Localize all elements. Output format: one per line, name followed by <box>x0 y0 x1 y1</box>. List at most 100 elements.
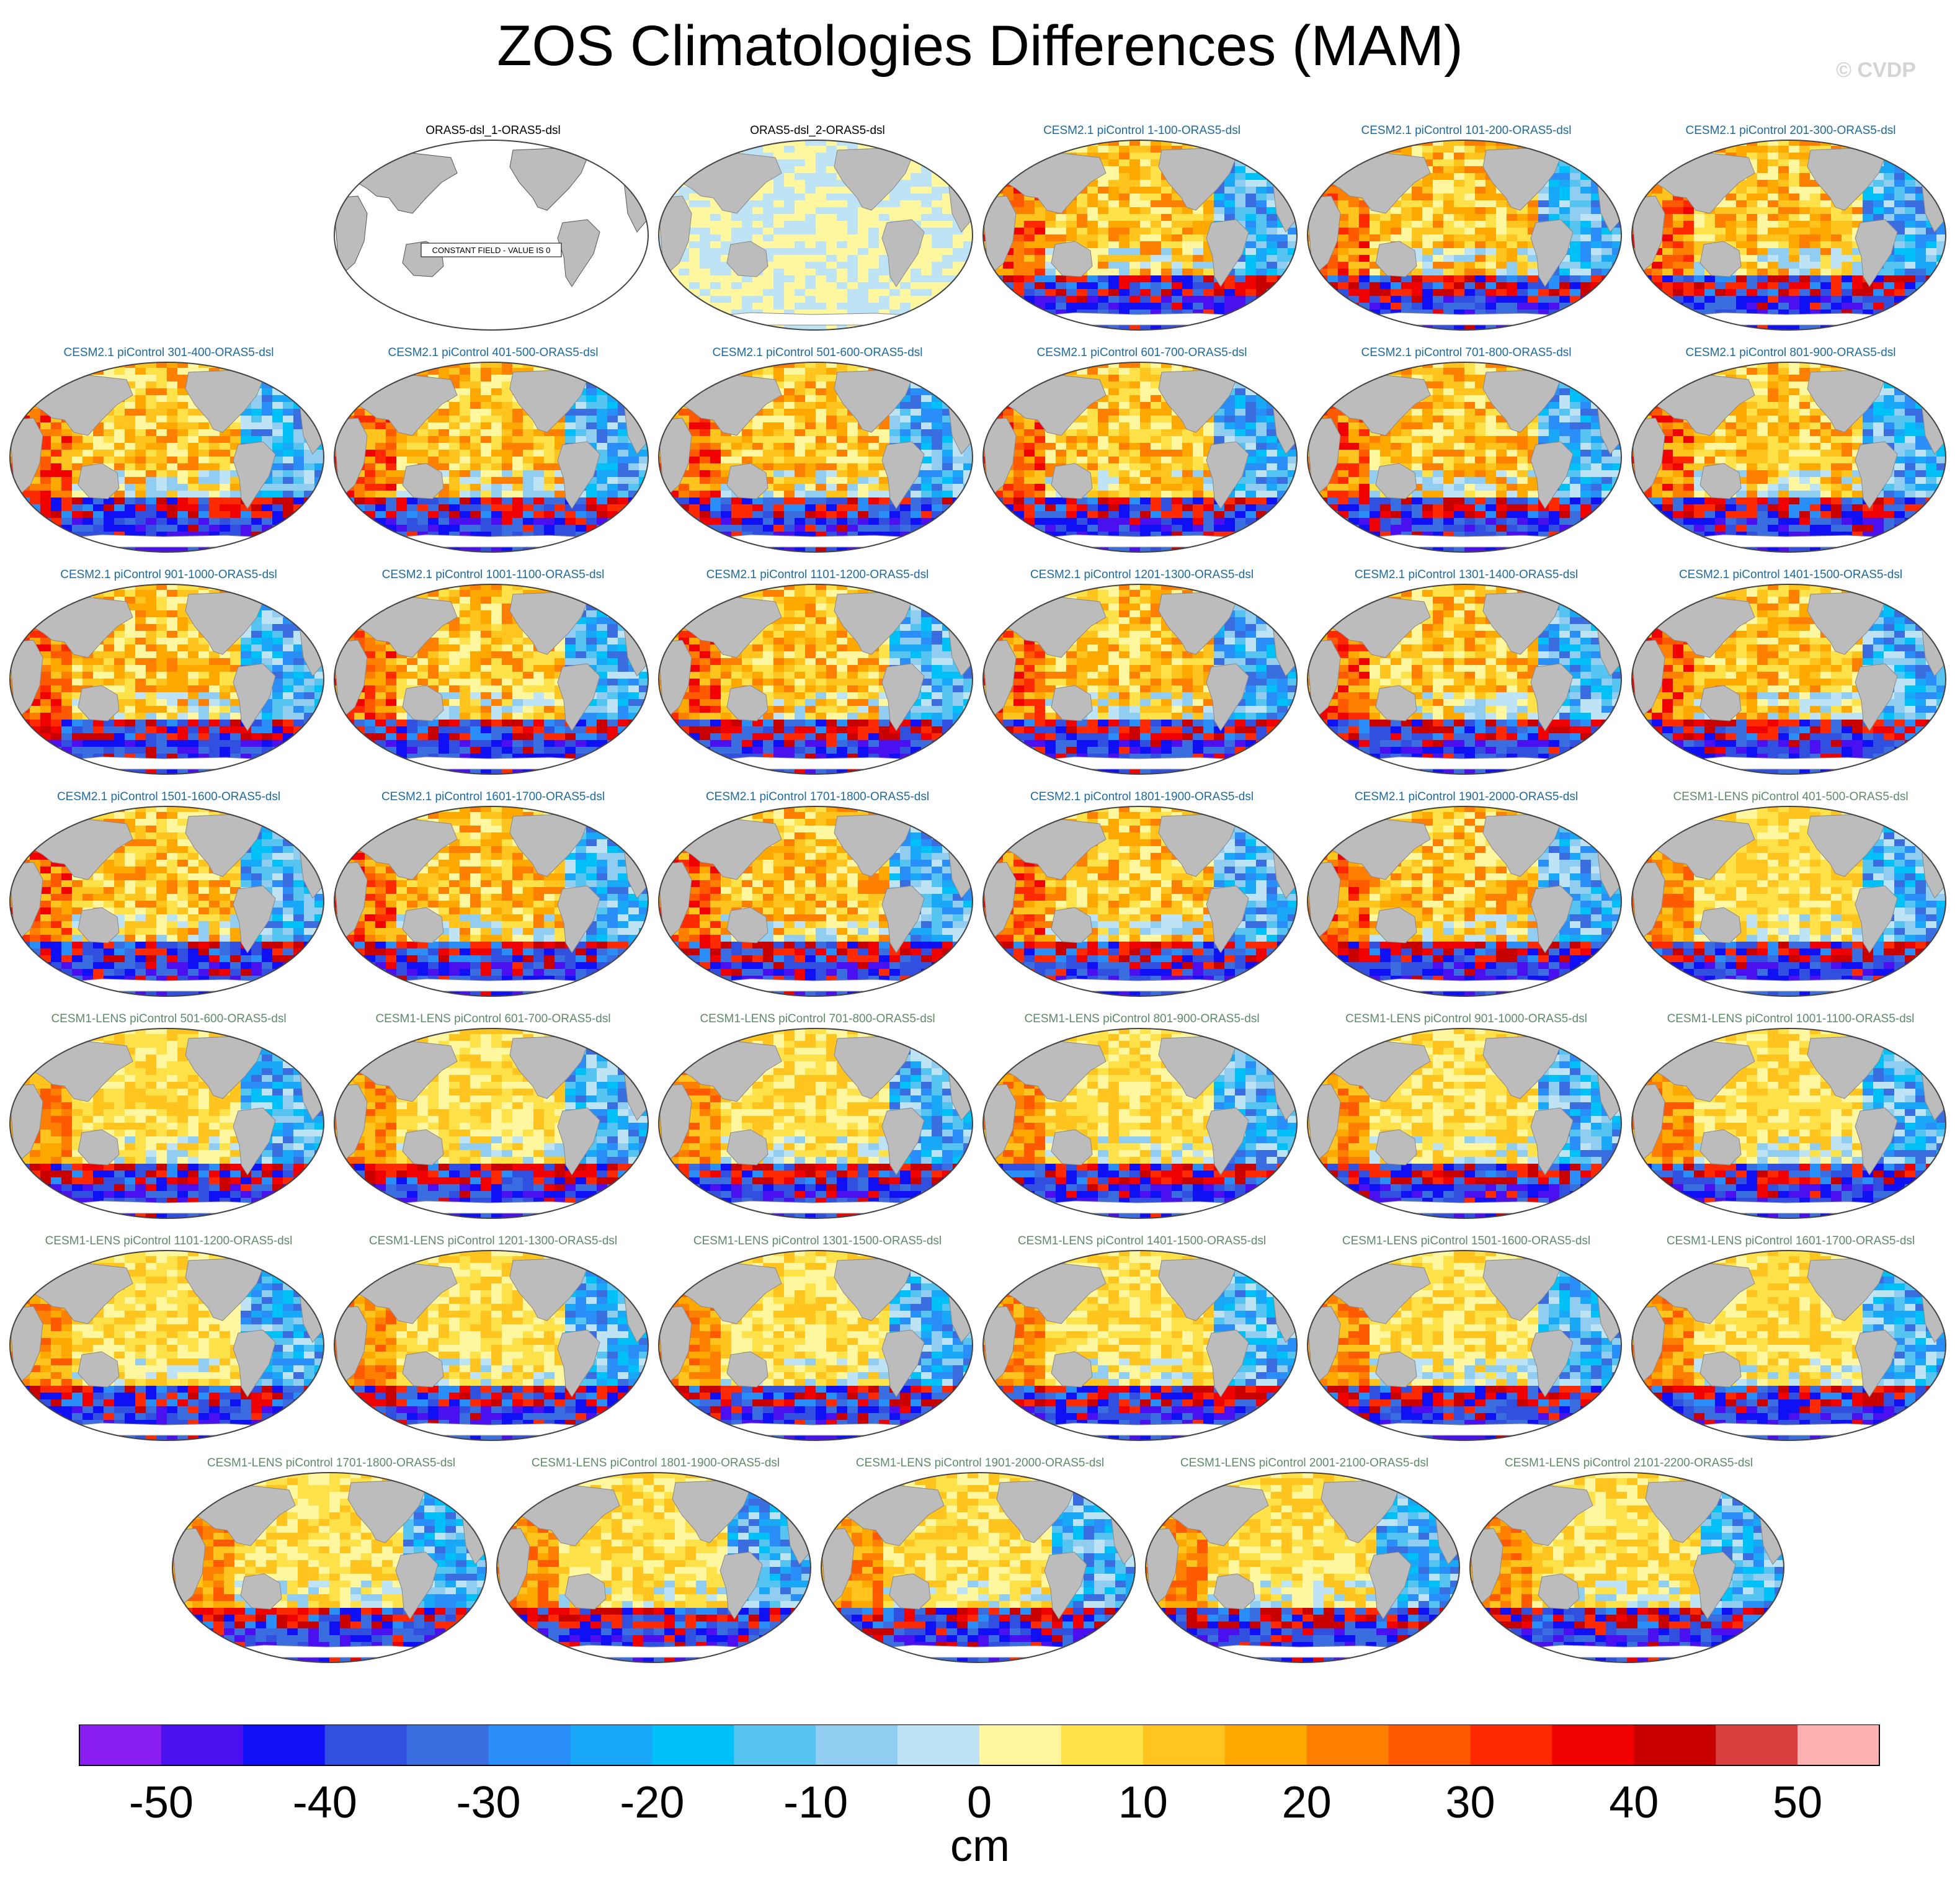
landmass <box>335 862 368 939</box>
map-plot <box>1307 1028 1622 1219</box>
landmass <box>557 441 600 509</box>
landmass <box>1308 862 1341 939</box>
colorbar-tick-label: -10 <box>783 1778 848 1827</box>
landmass <box>1206 663 1249 731</box>
landmass <box>1410 1476 1437 1497</box>
antarctica <box>681 312 950 326</box>
colorbar-bin <box>406 1724 489 1765</box>
antarctica <box>1654 756 1923 770</box>
panel-title: CESM1-LENS piControl 2001-2100-ORAS5-dsl <box>1144 1457 1464 1470</box>
map-panel: CESM1-LENS piControl 1201-1300-ORAS5-dsl <box>333 1234 653 1458</box>
antarctica <box>1005 978 1275 992</box>
antarctica <box>1330 534 1599 548</box>
antarctica <box>681 1200 950 1214</box>
antarctica <box>195 1644 464 1658</box>
landmass <box>335 195 368 273</box>
map-plot <box>334 362 649 553</box>
landmass <box>1051 463 1093 499</box>
landmass <box>726 685 768 721</box>
landmass <box>233 885 276 953</box>
map-plot <box>658 362 973 553</box>
map-panel: CESM1-LENS piControl 1901-2000-ORAS5-dsl <box>820 1457 1140 1680</box>
panel-title: CESM1-LENS piControl 1201-1300-ORAS5-dsl <box>333 1234 653 1248</box>
colorbar-tick-label: 0 <box>967 1778 992 1827</box>
map-panel: CESM1-LENS piControl 1301-1500-ORAS5-dsl <box>657 1234 978 1458</box>
landmass <box>1051 907 1093 943</box>
panel-title: ORAS5-dsl_1-ORAS5-dsl <box>333 124 653 138</box>
landmass <box>1735 1476 1761 1497</box>
map-panel: CESM2.1 piControl 1-100-ORAS5-dsl <box>982 124 1302 347</box>
landmass <box>1086 1476 1112 1497</box>
map-plot <box>1307 584 1622 775</box>
map-plot <box>334 806 649 997</box>
landmass <box>1375 1129 1417 1166</box>
landmass <box>275 587 301 609</box>
landmass <box>1051 241 1093 277</box>
map-plot <box>1631 1028 1946 1219</box>
colorbar-bin <box>79 1724 162 1765</box>
colorbar-tick-label: 10 <box>1118 1778 1168 1827</box>
landmass <box>1897 1032 1923 1053</box>
panel-title: CESM1-LENS piControl 1001-1100-ORAS5-dsl <box>1631 1012 1951 1026</box>
antarctica <box>357 978 626 992</box>
landmass <box>1248 1254 1274 1275</box>
landmass <box>1897 143 1923 164</box>
colorbar-bin <box>1061 1724 1144 1765</box>
landmass <box>437 1476 463 1497</box>
map-panel: CESM2.1 piControl 1501-1600-ORAS5-dsl <box>9 790 329 1014</box>
antarctica <box>1330 1422 1599 1436</box>
antarctica <box>844 1644 1113 1658</box>
landmass <box>881 1107 925 1175</box>
landmass <box>78 685 120 721</box>
landmass <box>11 862 43 939</box>
panel-title: CESM2.1 piControl 1801-1900-ORAS5-dsl <box>982 790 1302 804</box>
antarctica <box>357 1200 626 1214</box>
antarctica <box>1330 756 1599 770</box>
landmass <box>659 1084 692 1161</box>
colorbar-bin <box>979 1724 1062 1765</box>
colorbar-bin <box>161 1724 244 1765</box>
map-plot <box>982 362 1298 553</box>
antarctica <box>681 756 950 770</box>
colorbar: -50 -40 -30 -20 -10 0 10 20 30 40 50 cm <box>79 1724 1880 1871</box>
colorbar-tick-label: 20 <box>1282 1778 1332 1827</box>
antarctica <box>357 1422 626 1436</box>
landmass <box>599 365 625 386</box>
map-panel: CESM2.1 piControl 401-500-ORAS5-dsl <box>333 346 653 569</box>
map-plot <box>9 1250 324 1441</box>
map-plot <box>982 140 1298 331</box>
landmass <box>599 1032 625 1053</box>
colorbar-bin <box>1224 1724 1307 1765</box>
colorbar-tick-label: 50 <box>1773 1778 1822 1827</box>
map-panel: CESM2.1 piControl 1001-1100-ORAS5-dsl <box>333 568 653 792</box>
landmass <box>726 907 768 943</box>
colorbar-bin <box>734 1724 816 1765</box>
panel-title: CESM2.1 piControl 601-700-ORAS5-dsl <box>982 346 1302 360</box>
map-plot <box>982 1250 1298 1441</box>
landmass <box>599 1254 625 1275</box>
landmass <box>1248 810 1274 831</box>
landmass <box>1051 1351 1093 1388</box>
antarctica <box>32 1422 301 1436</box>
panel-title: CESM1-LENS piControl 1301-1500-ORAS5-dsl <box>657 1234 978 1248</box>
panel-title: CESM2.1 piControl 1401-1500-ORAS5-dsl <box>1631 568 1951 582</box>
landmass <box>984 1084 1017 1161</box>
landmass <box>1633 862 1665 939</box>
landmass <box>599 143 625 164</box>
map-plot <box>1631 362 1946 553</box>
cvdp-watermark: © CVDP <box>1836 58 1916 83</box>
antarctica <box>1654 312 1923 326</box>
panel-title: CESM1-LENS piControl 801-900-ORAS5-dsl <box>982 1012 1302 1026</box>
landmass <box>1308 1306 1341 1383</box>
antarctica <box>681 978 950 992</box>
map-panel: CESM2.1 piControl 1801-1900-ORAS5-dsl <box>982 790 1302 1014</box>
landmass <box>1375 907 1417 943</box>
colorbar-bin <box>1470 1724 1552 1765</box>
colorbar-bin <box>816 1724 898 1765</box>
landmass <box>11 640 43 717</box>
map-plot <box>334 1028 649 1219</box>
landmass <box>1308 640 1341 717</box>
landmass <box>1375 685 1417 721</box>
panel-title: CESM1-LENS piControl 1601-1700-ORAS5-dsl <box>1631 1234 1951 1248</box>
landmass <box>1572 1032 1598 1053</box>
